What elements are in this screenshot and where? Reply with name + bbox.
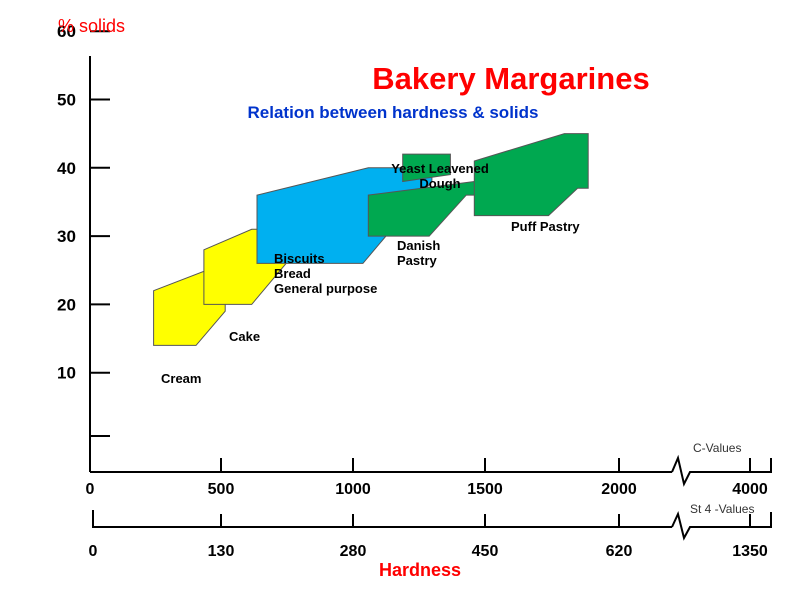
x-axis-name-st-values: St 4 -Values	[690, 502, 754, 516]
y-tick-label-40: 40	[57, 159, 76, 178]
region-puff-pastry	[473, 133, 589, 217]
region-label-puff-pastry: Puff Pastry	[511, 219, 580, 234]
region-label-cream: Cream	[161, 371, 201, 386]
axes-layer: 60 50 40 30 20 10 0 500 1000 1500 2000 4000 C-Values…	[57, 22, 772, 560]
x-tick-label-c-1500: 1500	[467, 481, 503, 498]
x-tick-label-st-620: 620	[606, 543, 633, 560]
x-tick-label-st-450: 450	[472, 543, 499, 560]
x-axis-name-c-values: C-Values	[693, 441, 741, 455]
y-tick-label-60: 60	[57, 22, 76, 41]
x-tick-label-st-0: 0	[89, 543, 98, 560]
chart-title: Bakery Margarines	[372, 61, 649, 96]
x-tick-label-c-4000: 4000	[732, 481, 768, 498]
x-tick-label-st-1350: 1350	[732, 543, 768, 560]
x-tick-label-c-0: 0	[86, 481, 95, 498]
x-axis-label: Hardness	[379, 560, 461, 580]
y-tick-label-30: 30	[57, 227, 76, 246]
region-label-yeast-leavened: Yeast Leavened Dough	[391, 161, 489, 191]
x-tick-label-c-500: 500	[208, 481, 235, 498]
x-tick-label-st-130: 130	[208, 543, 235, 560]
labels-layer: Cream Cake Biscuits Bread General purpose Yea…	[58, 16, 650, 580]
region-label-biscuits: Biscuits Bread General purpose	[274, 251, 377, 296]
regions-layer	[153, 133, 589, 346]
y-axis-label: % solids	[58, 16, 125, 36]
region-label-danish: Danish Pastry	[397, 238, 440, 268]
y-tick-label-50: 50	[57, 91, 76, 110]
x-tick-label-c-2000: 2000	[601, 481, 637, 498]
region-yeast-leavened	[402, 153, 451, 183]
y-tick-label-20: 20	[57, 295, 76, 314]
x-tick-label-c-1000: 1000	[335, 481, 371, 498]
chart-subtitle: Relation between hardness & solids	[248, 103, 539, 122]
region-label-cake: Cake	[229, 329, 260, 344]
x-tick-label-st-280: 280	[340, 543, 367, 560]
y-tick-label-10: 10	[57, 364, 76, 383]
